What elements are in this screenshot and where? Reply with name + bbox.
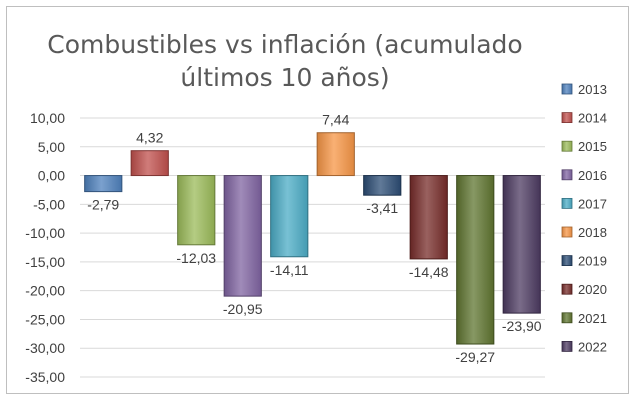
legend-swatch-2018 [561,226,573,238]
y-tick-label: -15,00 [25,254,65,270]
bar-2014 [130,150,169,177]
legend-swatch-2013 [561,83,573,95]
chart-title: Combustibles vs inflación (acumulado últ… [40,28,530,94]
bar-2013 [84,175,123,193]
y-axis: 10,00 5,00 0,00 -5,00 -10,00 -15,00 -20,00 -25,… [25,110,65,385]
data-label-2021: -29,27 [455,349,495,365]
legend-label-2015: 2015 [578,139,607,154]
legend-label-2016: 2016 [578,168,607,183]
legend-swatch-2015 [561,140,573,152]
legend-swatch-2020 [561,283,573,295]
legend-swatch-2022 [561,340,573,352]
y-tick-label: -5,00 [33,196,65,212]
legend-swatch-2017 [561,197,573,209]
data-label-2017: -14,11 [270,262,309,278]
y-tick-label: -35,00 [25,369,65,385]
legend-label-2020: 2020 [578,282,607,297]
bars [84,132,541,345]
legend-swatch-2016 [561,169,573,181]
data-label-2014: 4,32 [136,130,163,146]
data-label-2022: -23,90 [502,318,542,334]
data-label-2015: -12,03 [176,250,216,266]
y-tick-label: -30,00 [25,340,65,356]
bar-2018 [316,132,355,177]
chart-title-line-2: últimos 10 años) [180,63,390,92]
legend: 2013 2014 2015 2016 2017 2018 2019 2020 2021 2022 [561,82,607,354]
legend-label-2018: 2018 [578,225,607,240]
data-label-2019: -3,41 [366,200,398,216]
bar-2021 [456,175,495,345]
y-tick-label: -10,00 [25,225,65,241]
y-tick-label: 0,00 [38,168,65,184]
bar-2020 [409,175,448,260]
y-tick-label: 10,00 [30,110,65,126]
legend-label-2019: 2019 [578,254,607,269]
y-tick-label: 5,00 [38,139,65,155]
bar-2022 [502,175,541,314]
legend-label-2014: 2014 [578,111,607,126]
legend-swatch-2019 [561,255,573,267]
legend-label-2022: 2022 [578,339,607,354]
legend-swatch-2014 [561,112,573,123]
data-label-2013: -2,79 [87,197,119,213]
legend-label-2021: 2021 [578,311,607,326]
legend-swatch-2021 [561,312,573,324]
y-tick-label: -25,00 [25,311,65,327]
data-label-2018: 7,44 [322,112,349,128]
bar-2016 [223,175,262,297]
bar-2015 [177,175,216,246]
bar-2017 [270,175,309,258]
legend-label-2013: 2013 [578,82,607,97]
data-labels: -2,79 4,32 -12,03 -20,95 -14,11 7,44 -3,41 -14,… [87,112,542,365]
data-label-2016: -20,95 [223,301,263,317]
legend-label-2017: 2017 [578,196,607,211]
data-label-2020: -14,48 [409,264,449,280]
chart-title-line-1: Combustibles vs inflación (acumulado [47,30,523,59]
bar-2019 [363,175,402,196]
y-tick-label: -20,00 [25,283,65,299]
